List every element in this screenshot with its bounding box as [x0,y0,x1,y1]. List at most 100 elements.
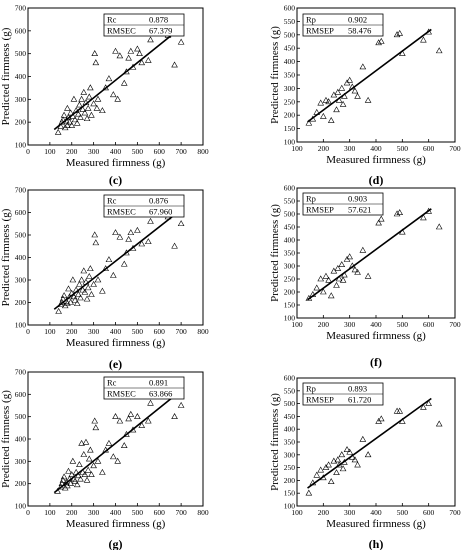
data-point [112,229,119,236]
data-point [333,469,340,476]
data-point [112,47,119,54]
data-point [354,92,361,99]
data-point [91,417,99,424]
data-point [145,238,152,245]
data-point [114,95,121,102]
data-point [87,446,94,453]
stat-label: RMSEC [107,207,136,217]
data-point [54,128,62,135]
data-point [88,471,95,478]
data-point [134,413,141,419]
y-tick-label: 200 [284,476,296,485]
data-point [377,415,385,422]
x-tick-label: 800 [197,147,209,156]
y-tick-label: 250 [284,275,296,284]
data-point [76,280,83,287]
data-point [79,468,86,475]
y-tick-label: 400 [15,72,27,81]
y-tick-label: 200 [15,118,27,127]
stat-value: 0.902 [348,15,367,25]
scatter-panel: 0 100 200 300 400 500 600 700 800100200300400500… [0,186,209,372]
data-point [59,295,67,302]
y-tick-label: 500 [284,399,296,408]
y-tick-label: 100 [15,141,27,150]
data-point [305,489,313,496]
y-tick-label: 500 [15,412,27,421]
stat-value: 0.893 [348,384,367,394]
x-axis-title: Measured firmness (g) [66,157,166,169]
data-point [327,478,335,484]
data-point [145,417,152,424]
data-point [66,118,73,125]
data-point [105,439,113,446]
data-point [65,467,72,474]
data-point [325,276,332,283]
data-point [120,442,128,449]
x-axis-title: Measured firmness (g) [326,330,426,342]
x-tick-label: 200 [66,327,78,336]
data-point [84,104,92,111]
data-point [77,294,84,301]
x-axis-title: Measured firmness (g) [326,154,426,166]
data-point [136,50,143,56]
data-point [339,276,347,283]
x-tick-label: 400 [110,508,122,517]
data-point [313,471,321,478]
data-point [125,235,132,242]
data-point [110,453,117,460]
data-point [94,276,102,283]
data-point [420,214,427,221]
data-point [346,448,353,455]
y-tick-label: 100 [284,502,296,511]
data-point [377,215,385,222]
data-point [65,285,72,292]
data-point [134,226,141,233]
x-tick-label: 100 [44,327,56,336]
data-point [377,37,385,44]
data-point [393,210,401,217]
x-tick-label: 200 [66,508,78,517]
x-tick-label: 200 [318,508,330,517]
data-point [83,295,91,302]
x-tick-label: 400 [370,320,382,329]
stat-label: Rc [107,15,117,25]
data-point [87,265,94,272]
data-point [396,209,404,215]
data-point [88,291,95,297]
data-point [123,68,130,75]
stat-value: 58.476 [348,26,371,36]
data-point [351,87,359,94]
data-point [55,307,62,314]
data-point [125,54,132,61]
data-point [73,300,81,306]
x-tick-label: 500 [132,508,144,517]
data-point [78,276,85,283]
stat-label: Rp [306,15,316,25]
data-point [94,95,102,102]
x-tick-label: 800 [197,508,209,517]
y-tick-label: 350 [284,249,296,258]
panel-label: (e) [109,357,122,371]
data-point [71,477,79,484]
y-tick-label: 600 [284,184,296,193]
data-point [80,267,88,274]
y-tick-label: 550 [284,17,296,26]
data-point [127,47,135,54]
y-tick-label: 300 [284,450,296,459]
data-point [92,424,100,431]
data-point [138,421,146,428]
x-tick-label: 700 [449,508,461,517]
data-point [375,219,382,226]
panel-label: (d) [369,173,384,187]
y-tick-label: 400 [284,57,296,66]
data-point [83,476,91,483]
data-point [71,116,79,123]
data-point [346,76,353,83]
data-point [105,256,113,263]
x-tick-label: 300 [88,508,100,517]
data-point [110,271,117,278]
x-tick-label: 600 [423,508,435,517]
x-tick-label: 100 [44,147,56,156]
y-axis-title: Predicted firmness (g) [269,26,281,124]
data-point [88,111,95,118]
